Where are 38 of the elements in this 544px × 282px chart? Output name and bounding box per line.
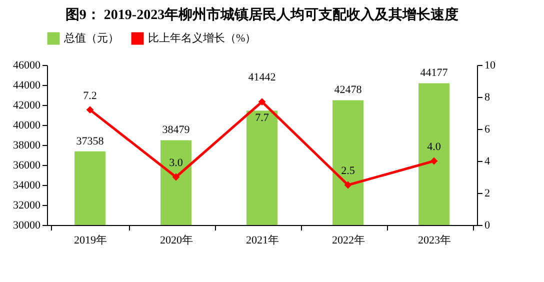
x-tick-label: 2022年 xyxy=(332,234,365,246)
data-label: 37358 xyxy=(76,135,104,148)
data-label: 2.5 xyxy=(341,165,356,177)
data-label: 42478 xyxy=(334,84,362,96)
data-label: 41442 xyxy=(248,72,276,84)
data-label: 38479 xyxy=(162,124,190,136)
data-label: 44177 xyxy=(420,67,448,80)
data-label: 3.0 xyxy=(169,157,184,169)
y-tick-label: 40000 xyxy=(13,120,41,132)
y-tick-label: 46000 xyxy=(13,60,41,72)
legend-label: 比上年名义增长（%） xyxy=(148,32,256,45)
legend-label: 总值（元） xyxy=(63,32,119,45)
y-tick-label: 42000 xyxy=(13,100,41,112)
y2-tick-label: 0 xyxy=(484,220,490,232)
point xyxy=(172,173,180,181)
y2-tick-label: 6 xyxy=(484,124,490,136)
data-label: 4.0 xyxy=(427,141,442,153)
y2-tick-label: 2 xyxy=(484,188,490,200)
data-label: 7.2 xyxy=(83,90,97,102)
x-tick-label: 2020年 xyxy=(160,234,193,246)
x-tick-label: 2021年 xyxy=(246,234,279,246)
y-tick-label: 34000 xyxy=(13,180,41,192)
point xyxy=(86,106,94,114)
y-tick-label: 44000 xyxy=(13,80,41,92)
y2-tick-label: 4 xyxy=(484,156,490,168)
x-tick-label: 2023年 xyxy=(418,234,451,246)
x-tick-label: 2019年 xyxy=(74,234,107,246)
point xyxy=(430,157,438,165)
data-label: 7.7 xyxy=(255,112,270,124)
y-tick-label: 36000 xyxy=(13,160,41,172)
y-tick-label: 30000 xyxy=(13,220,41,232)
chart-title: 图9： 2019-2023年柳州市城镇居民人均可支配收入及其增长速度 xyxy=(65,6,459,23)
y-tick-label: 32000 xyxy=(13,200,41,212)
y2-tick-label: 10 xyxy=(484,60,496,72)
point xyxy=(344,181,352,189)
point xyxy=(258,98,266,106)
y-tick-label: 38000 xyxy=(13,140,41,152)
y2-tick-label: 8 xyxy=(484,92,490,104)
